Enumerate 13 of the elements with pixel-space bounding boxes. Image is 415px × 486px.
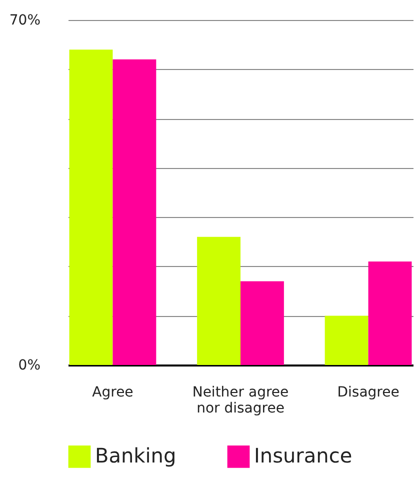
x-tick-label: Disagree (337, 384, 400, 400)
bar (368, 262, 412, 365)
bar (112, 59, 156, 365)
bar (197, 236, 240, 365)
legend-label: Banking (95, 444, 176, 468)
bar (69, 50, 113, 365)
x-tick-label: Neither agree nor disagree (192, 384, 289, 416)
legend-label: Insurance (254, 444, 352, 468)
bar (240, 281, 284, 365)
y-tick-label: 70% (9, 12, 40, 28)
x-tick-label: Agree (92, 384, 134, 400)
bar (324, 316, 368, 365)
y-tick-label: 0% (18, 358, 40, 374)
